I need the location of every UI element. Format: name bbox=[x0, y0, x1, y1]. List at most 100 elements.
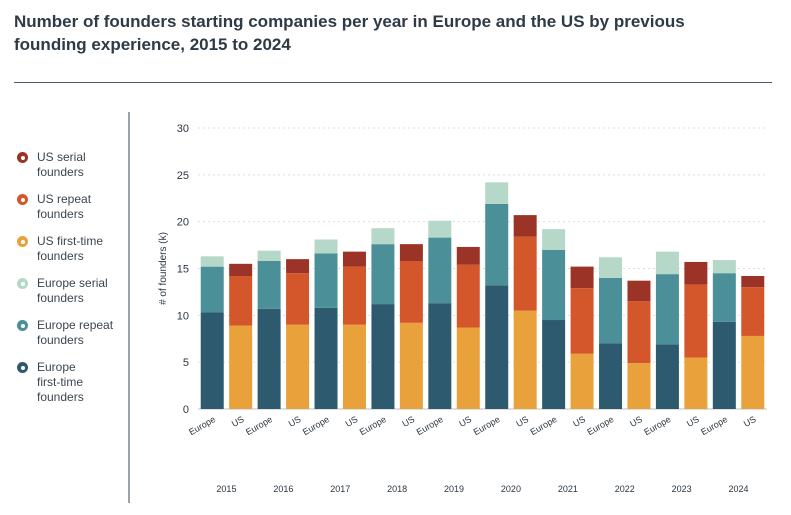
x-category-label: Europe bbox=[415, 414, 445, 437]
bar-segment bbox=[456, 264, 480, 328]
x-year-label: 2016 bbox=[273, 484, 293, 494]
bar-segment bbox=[286, 324, 310, 409]
x-category-label: Europe bbox=[699, 414, 729, 437]
bar-segment bbox=[314, 253, 338, 308]
title-divider bbox=[14, 82, 772, 83]
x-category-label: Europe bbox=[187, 414, 217, 437]
x-year-label: 2015 bbox=[216, 484, 236, 494]
bar-segment bbox=[513, 310, 537, 409]
bar-segment bbox=[428, 303, 452, 409]
x-year-label: 2020 bbox=[501, 484, 521, 494]
legend-label: US serial founders bbox=[37, 150, 86, 179]
bar-segment bbox=[741, 335, 765, 409]
bar-segment bbox=[342, 266, 366, 325]
bar-segment bbox=[570, 266, 594, 289]
bar-segment bbox=[399, 322, 423, 409]
bar-segment bbox=[599, 277, 623, 344]
bar-segment bbox=[314, 307, 338, 409]
chart-title: Number of founders starting companies pe… bbox=[14, 12, 685, 54]
y-tick-label: 25 bbox=[177, 170, 189, 182]
bar-segment bbox=[456, 327, 480, 409]
x-category-label: Europe bbox=[244, 414, 274, 437]
bar-segment bbox=[485, 285, 509, 409]
legend-dot-icon bbox=[17, 362, 28, 373]
x-category-label: US bbox=[742, 414, 758, 429]
bar-segment bbox=[371, 244, 395, 305]
bar-segment bbox=[712, 321, 736, 409]
x-category-label: Europe bbox=[472, 414, 502, 437]
bar-segment bbox=[655, 251, 679, 275]
bar-segment bbox=[229, 263, 253, 276]
bar-segment bbox=[257, 308, 281, 409]
x-category-label: US bbox=[230, 414, 246, 429]
bar-segment bbox=[399, 244, 423, 262]
bar-segment bbox=[200, 256, 224, 267]
bar-segment bbox=[200, 312, 224, 409]
legend-label: US first-time founders bbox=[37, 234, 103, 263]
legend-item: Europe repeat founders bbox=[16, 318, 126, 348]
bar-segment bbox=[627, 301, 651, 364]
x-year-label: 2018 bbox=[387, 484, 407, 494]
x-category-label: US bbox=[457, 414, 473, 429]
x-category-label: Europe bbox=[358, 414, 388, 437]
bar-segment bbox=[399, 261, 423, 323]
legend-item: Europe serial founders bbox=[16, 276, 126, 306]
bar-segment bbox=[684, 261, 708, 285]
bar-segment bbox=[428, 220, 452, 238]
bar-segment bbox=[741, 275, 765, 288]
bar-segment bbox=[599, 343, 623, 409]
x-year-label: 2021 bbox=[558, 484, 578, 494]
bar-segment bbox=[627, 280, 651, 302]
bar-segment bbox=[286, 259, 310, 274]
x-year-label: 2017 bbox=[330, 484, 350, 494]
y-tick-label: 30 bbox=[177, 123, 189, 135]
legend-label: Europe repeat founders bbox=[37, 318, 114, 347]
legend-item: Europe first-time founders bbox=[16, 360, 126, 405]
bar-segment bbox=[485, 203, 509, 286]
bar-segment bbox=[513, 236, 537, 311]
bar-segment bbox=[542, 320, 566, 409]
bar-segment bbox=[371, 304, 395, 409]
legend-label: Europe serial founders bbox=[37, 276, 108, 305]
bar-segment bbox=[371, 228, 395, 245]
bar-segment bbox=[513, 215, 537, 237]
x-category-label: Europe bbox=[585, 414, 615, 437]
bar-segment bbox=[712, 260, 736, 274]
y-tick-label: 15 bbox=[177, 264, 189, 276]
bar-segment bbox=[741, 287, 765, 336]
x-year-label: 2024 bbox=[729, 484, 749, 494]
y-tick-label: 5 bbox=[183, 357, 189, 369]
bar-segment bbox=[570, 288, 594, 354]
x-category-label: US bbox=[571, 414, 587, 429]
legend-divider bbox=[128, 112, 130, 503]
bar-segment bbox=[655, 344, 679, 409]
legend-dot-icon bbox=[17, 320, 28, 331]
x-category-label: US bbox=[344, 414, 360, 429]
bar-segment bbox=[286, 273, 310, 325]
x-category-label: US bbox=[628, 414, 644, 429]
bar-segment bbox=[599, 257, 623, 278]
bar-segment bbox=[542, 229, 566, 250]
bar-segment bbox=[257, 250, 281, 262]
legend-dot-icon bbox=[17, 236, 28, 247]
y-axis-label: # of founders (k) bbox=[158, 232, 169, 305]
x-category-label: US bbox=[514, 414, 530, 429]
legend-dot-icon bbox=[17, 194, 28, 205]
legend-item: US first-time founders bbox=[16, 234, 126, 264]
legend-label: US repeat founders bbox=[37, 192, 92, 221]
bar-segment bbox=[627, 363, 651, 409]
legend-label: Europe first-time founders bbox=[37, 360, 84, 404]
x-year-label: 2019 bbox=[444, 484, 464, 494]
legend-dot-icon bbox=[17, 278, 28, 289]
x-category-label: US bbox=[685, 414, 701, 429]
bar-segment bbox=[684, 284, 708, 358]
legend-item: US serial founders bbox=[16, 150, 126, 180]
bar-segment bbox=[342, 251, 366, 267]
legend-dot-icon bbox=[17, 152, 28, 163]
bar-segment bbox=[200, 266, 224, 313]
bar-segment bbox=[684, 357, 708, 409]
y-tick-label: 20 bbox=[177, 217, 189, 229]
bar-segment bbox=[257, 261, 281, 309]
bar-segment bbox=[229, 275, 253, 326]
